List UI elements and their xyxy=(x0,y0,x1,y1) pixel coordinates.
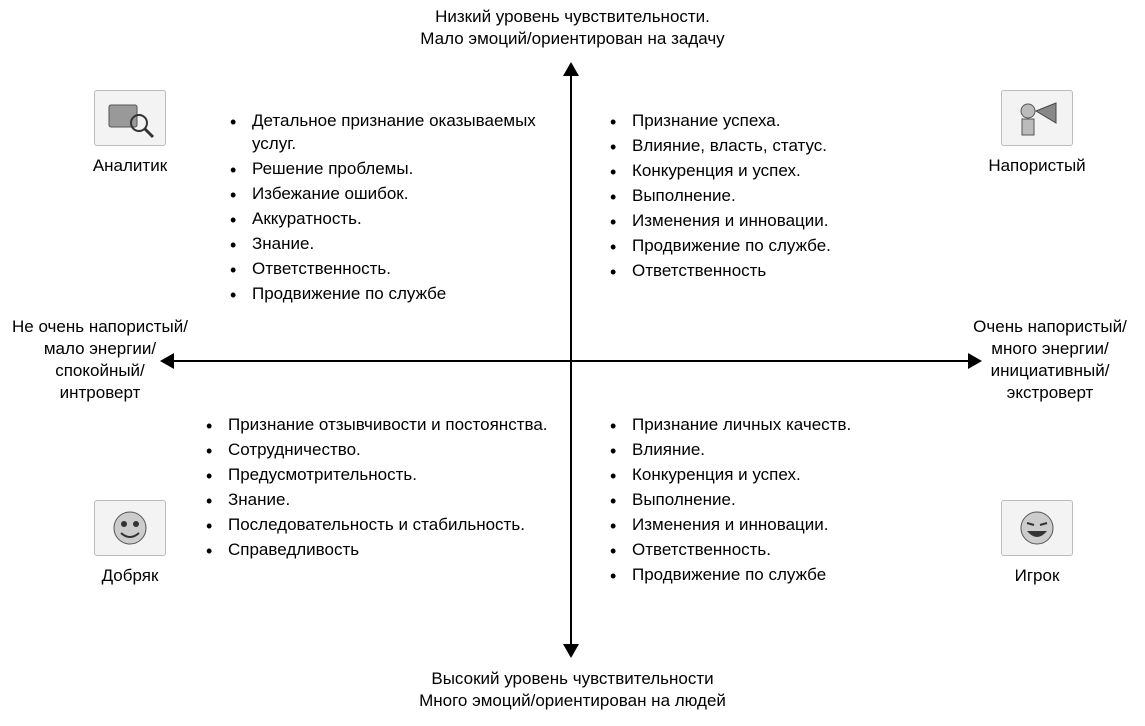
bullet-text: Конкуренция и успех. xyxy=(632,161,801,180)
list-item: Конкуренция и успех. xyxy=(604,464,934,487)
quadrant-bottom-left-list: Признание отзывчивости и постоянства. Со… xyxy=(200,414,554,564)
bullet-text: Аккуратность. xyxy=(252,209,362,228)
list-item: Сотрудничество. xyxy=(200,439,554,462)
arrow-down-icon xyxy=(563,644,579,658)
list-item: Предусмотрительность. xyxy=(200,464,554,487)
axis-right-line1: Очень напористый/ xyxy=(955,316,1145,338)
bullet-text: Последовательность и стабильность. xyxy=(228,515,525,534)
axis-left-line1: Не очень напористый/ xyxy=(0,316,200,338)
axis-top-line2: Мало эмоций/ориентирован на задачу xyxy=(0,28,1145,50)
persona-analyst: Аналитик xyxy=(70,90,190,176)
bullet-text: Знание. xyxy=(252,234,314,253)
list-item: Избежание ошибок. xyxy=(224,183,554,206)
bullet-text: Влияние. xyxy=(632,440,705,459)
list-item: Последовательность и стабильность. xyxy=(200,514,554,537)
axis-right-line2: много энергии/ xyxy=(955,338,1145,360)
bullet-text: Изменения и инновации. xyxy=(632,211,829,230)
persona-analyst-label: Аналитик xyxy=(70,156,190,176)
list-item: Знание. xyxy=(224,233,554,256)
list-item: Влияние, власть, статус. xyxy=(604,135,934,158)
list-item: Справедливость xyxy=(200,539,554,562)
bullet-text: Продвижение по службе xyxy=(252,284,446,303)
arrow-left-icon xyxy=(160,353,174,369)
bullet-text: Продвижение по службе xyxy=(632,565,826,584)
smiling-face-icon xyxy=(94,500,166,556)
axis-label-top: Низкий уровень чувствительности. Мало эм… xyxy=(0,6,1145,50)
bullet-text: Изменения и инновации. xyxy=(632,515,829,534)
bullet-text: Влияние, власть, статус. xyxy=(632,136,827,155)
list-item: Влияние. xyxy=(604,439,934,462)
persona-assertive: Напористый xyxy=(977,90,1097,176)
quadrant-top-right-list: Признание успеха. Влияние, власть, стату… xyxy=(604,110,934,285)
quadrant-top-left-list: Детальное признание оказываемых услуг. Р… xyxy=(224,110,554,308)
bullet-text: Конкуренция и успех. xyxy=(632,465,801,484)
axis-right-line4: экстроверт xyxy=(955,382,1145,404)
list-item: Признание успеха. xyxy=(604,110,934,133)
bullet-text: Решение проблемы. xyxy=(252,159,413,178)
megaphone-person-icon xyxy=(1001,90,1073,146)
axis-label-right: Очень напористый/ много энергии/ инициат… xyxy=(955,316,1145,404)
bullet-text: Выполнение. xyxy=(632,186,736,205)
list-item: Детальное признание оказываемых услуг. xyxy=(224,110,554,156)
list-item: Выполнение. xyxy=(604,489,934,512)
list-item: Продвижение по службе xyxy=(604,564,934,587)
list-item: Знание. xyxy=(200,489,554,512)
persona-assertive-label: Напористый xyxy=(977,156,1097,176)
bullet-text: Ответственность. xyxy=(632,540,771,559)
bullet-text: Справедливость xyxy=(228,540,359,559)
persona-kind: Добряк xyxy=(70,500,190,586)
list-item: Ответственность. xyxy=(604,539,934,562)
list-item: Аккуратность. xyxy=(224,208,554,231)
axis-left-line4: интроверт xyxy=(0,382,200,404)
list-item: Ответственность xyxy=(604,260,934,283)
list-item: Продвижение по службе xyxy=(224,283,554,306)
list-item: Ответственность. xyxy=(224,258,554,281)
bullet-text: Предусмотрительность. xyxy=(228,465,417,484)
persona-player-label: Игрок xyxy=(977,566,1097,586)
bullet-text: Продвижение по службе. xyxy=(632,236,831,255)
list-item: Продвижение по службе. xyxy=(604,235,934,258)
bullet-text: Сотрудничество. xyxy=(228,440,361,459)
axis-label-bottom: Высокий уровень чувствительности Много э… xyxy=(0,668,1145,712)
bullet-text: Признание отзывчивости и постоянства. xyxy=(228,415,548,434)
axis-top-line1: Низкий уровень чувствительности. xyxy=(0,6,1145,28)
bullet-text: Ответственность. xyxy=(252,259,391,278)
arrow-right-icon xyxy=(968,353,982,369)
magnifier-book-icon xyxy=(94,90,166,146)
bullet-text: Избежание ошибок. xyxy=(252,184,408,203)
list-item: Признание отзывчивости и постоянства. xyxy=(200,414,554,437)
persona-kind-label: Добряк xyxy=(70,566,190,586)
bullet-text: Признание личных качеств. xyxy=(632,415,851,434)
list-item: Выполнение. xyxy=(604,185,934,208)
bullet-text: Знание. xyxy=(228,490,290,509)
laughing-face-icon xyxy=(1001,500,1073,556)
axis-bottom-line2: Много эмоций/ориентирован на людей xyxy=(0,690,1145,712)
axis-bottom-line1: Высокий уровень чувствительности xyxy=(0,668,1145,690)
bullet-text: Выполнение. xyxy=(632,490,736,509)
list-item: Изменения и инновации. xyxy=(604,210,934,233)
list-item: Конкуренция и успех. xyxy=(604,160,934,183)
list-item: Признание личных качеств. xyxy=(604,414,934,437)
axis-right-line3: инициативный/ xyxy=(955,360,1145,382)
bullet-text: Признание успеха. xyxy=(632,111,780,130)
list-item: Решение проблемы. xyxy=(224,158,554,181)
quadrant-bottom-right-list: Признание личных качеств. Влияние. Конку… xyxy=(604,414,934,589)
bullet-text: Ответственность xyxy=(632,261,766,280)
bullet-text: Детальное признание оказываемых услуг. xyxy=(252,111,536,153)
arrow-up-icon xyxy=(563,62,579,76)
list-item: Изменения и инновации. xyxy=(604,514,934,537)
horizontal-axis xyxy=(172,360,970,362)
persona-player: Игрок xyxy=(977,500,1097,586)
